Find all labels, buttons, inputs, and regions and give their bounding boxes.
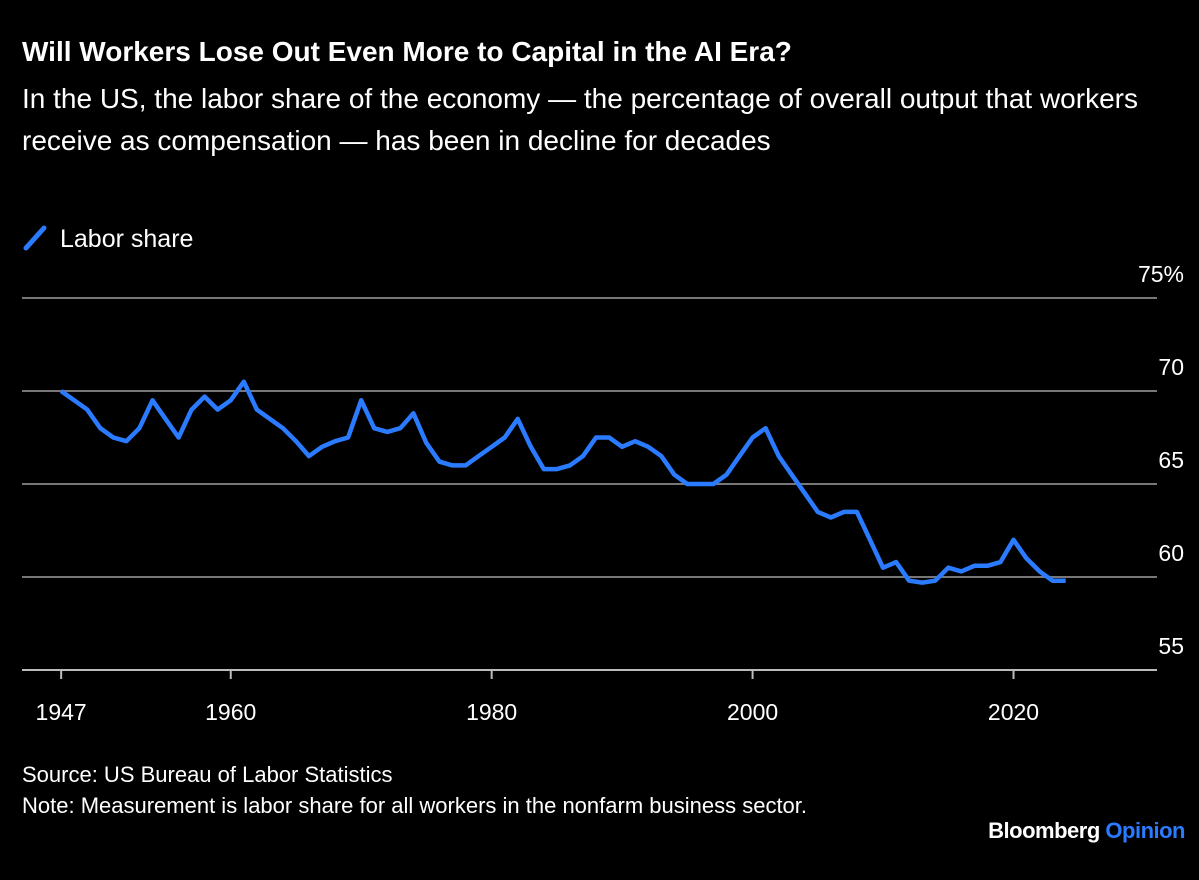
y-tick-label: 55 <box>1158 633 1184 659</box>
y-tick-label: 70 <box>1158 354 1184 380</box>
legend-label: Labor share <box>60 225 193 253</box>
chart-subtitle: In the US, the labor share of the econom… <box>22 83 1138 156</box>
data-line <box>59 379 1066 585</box>
note: Note: Measurement is labor share for all… <box>22 793 808 818</box>
logo: Bloomberg Opinion <box>988 818 1185 844</box>
y-tick-label: 65 <box>1158 447 1184 473</box>
x-tick-label: 1960 <box>205 699 256 725</box>
legend-swatch <box>23 225 47 251</box>
x-tick-label: 2000 <box>727 699 778 725</box>
brand-section: Opinion <box>1105 818 1185 843</box>
source: Source: US Bureau of Labor Statistics <box>22 762 393 787</box>
x-tick-label: 1980 <box>466 699 517 725</box>
y-tick-label: 60 <box>1158 540 1184 566</box>
x-tick-label: 1947 <box>36 699 87 725</box>
x-tick-label: 2020 <box>988 699 1039 725</box>
brand: Bloomberg <box>988 818 1100 843</box>
chart-title: Will Workers Lose Out Even More to Capit… <box>22 36 792 67</box>
y-tick-label: 75% <box>1138 261 1184 287</box>
